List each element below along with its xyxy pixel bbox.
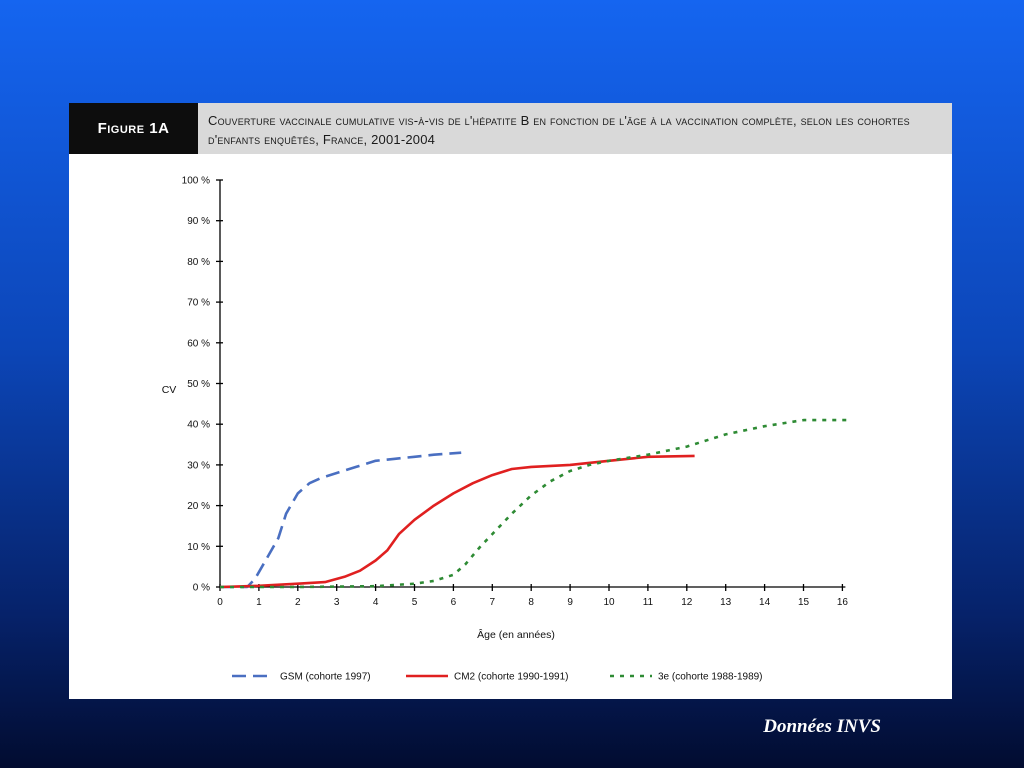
x-tick-label: 4 [373,597,379,608]
legend-label-1: CM2 (cohorte 1990-1991) [454,672,569,683]
y-tick-label: 0 % [193,583,210,594]
x-tick-label: 14 [759,597,771,608]
y-tick-label: 60 % [187,338,210,349]
legend-label-2: 3e (cohorte 1988-1989) [658,672,763,683]
x-tick-label: 7 [490,597,496,608]
y-tick-label: 40 % [187,420,210,431]
y-tick-label: 50 % [187,379,210,390]
x-tick-label: 0 [217,597,223,608]
x-tick-label: 2 [295,597,301,608]
x-tick-label: 9 [567,597,573,608]
figure-label: Figure 1A [69,103,198,154]
x-tick-label: 11 [643,597,654,608]
series-line-1 [219,454,695,589]
y-tick-label: 80 % [187,257,210,268]
x-tick-label: 1 [256,597,262,608]
series-line-0 [220,451,462,589]
x-tick-label: 3 [334,597,340,608]
x-tick-label: 8 [528,597,534,608]
x-tick-label: 10 [603,597,615,608]
y-tick-label: 10 % [187,542,210,553]
x-tick-label: 16 [837,597,849,608]
x-tick-label: 15 [798,597,810,608]
x-tick-label: 13 [720,597,732,608]
series-line-2 [220,418,851,589]
y-tick-label: 20 % [187,501,210,512]
legend-label-0: GSM (cohorte 1997) [280,672,371,683]
x-tick-label: 6 [451,597,457,608]
y-tick-label: 90 % [187,216,210,227]
x-tick-label: 12 [681,597,693,608]
y-axis-title: CV [162,384,177,396]
figure-panel: Figure 1A Couverture vaccinale cumulativ… [69,103,952,699]
y-tick-label: 30 % [187,460,210,471]
data-source-credit: Données INVS [763,716,881,737]
chart: 0 % 10 % 20 % 30 % 40 % 50 % 60 % 70 % 80 % 90 % 1… [162,176,851,683]
y-tick-label: 100 % [182,176,210,187]
x-tick-label: 5 [412,597,418,608]
x-axis-title: Âge (en années) [477,628,555,641]
figure-title: Couverture vaccinale cumulative vis-à-vi… [198,103,952,154]
y-tick-label: 70 % [187,298,210,309]
